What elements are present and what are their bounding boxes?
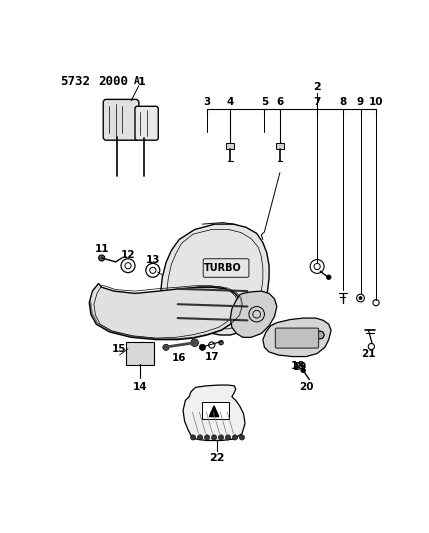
Circle shape xyxy=(190,435,196,440)
Circle shape xyxy=(199,344,205,350)
Circle shape xyxy=(197,435,203,440)
Circle shape xyxy=(316,331,324,339)
Text: 3: 3 xyxy=(203,98,211,108)
Text: 4: 4 xyxy=(227,98,234,108)
Circle shape xyxy=(99,255,105,261)
Circle shape xyxy=(278,335,285,343)
Text: 2: 2 xyxy=(313,82,321,92)
Circle shape xyxy=(326,275,331,280)
Circle shape xyxy=(211,435,217,440)
Text: 21: 21 xyxy=(361,349,375,359)
Circle shape xyxy=(239,435,245,440)
Text: 14: 14 xyxy=(132,382,147,392)
Text: 17: 17 xyxy=(205,352,220,361)
Polygon shape xyxy=(183,385,245,440)
Circle shape xyxy=(163,344,169,350)
Circle shape xyxy=(359,296,362,300)
Text: 22: 22 xyxy=(209,453,225,463)
FancyBboxPatch shape xyxy=(276,143,284,149)
Text: 9: 9 xyxy=(357,98,364,108)
Text: 15: 15 xyxy=(112,344,127,354)
Circle shape xyxy=(219,341,224,345)
Text: 2000: 2000 xyxy=(99,75,129,88)
Circle shape xyxy=(232,435,238,440)
Text: 19: 19 xyxy=(293,362,307,373)
Text: 5732: 5732 xyxy=(60,75,90,88)
Polygon shape xyxy=(89,284,241,340)
Text: 7: 7 xyxy=(314,98,321,108)
Circle shape xyxy=(204,435,210,440)
Text: 1: 1 xyxy=(138,77,146,87)
Circle shape xyxy=(225,435,231,440)
Text: 20: 20 xyxy=(299,382,314,392)
Text: 6: 6 xyxy=(276,98,284,108)
Polygon shape xyxy=(230,291,277,337)
Text: 16: 16 xyxy=(172,353,187,363)
Text: 8: 8 xyxy=(339,98,346,108)
Text: 10: 10 xyxy=(369,98,383,108)
Polygon shape xyxy=(209,406,219,417)
Text: 12: 12 xyxy=(121,250,135,260)
FancyBboxPatch shape xyxy=(275,328,319,348)
Text: 11: 11 xyxy=(94,244,109,254)
Circle shape xyxy=(292,334,299,341)
Text: A: A xyxy=(133,76,139,86)
Circle shape xyxy=(218,435,224,440)
Polygon shape xyxy=(263,318,331,357)
Circle shape xyxy=(191,339,199,346)
Circle shape xyxy=(305,334,313,342)
Text: TURBO: TURBO xyxy=(204,263,242,273)
Text: 18: 18 xyxy=(290,361,305,371)
FancyBboxPatch shape xyxy=(202,402,229,419)
Text: 13: 13 xyxy=(145,255,160,264)
FancyBboxPatch shape xyxy=(103,99,139,140)
FancyBboxPatch shape xyxy=(135,106,158,140)
Text: 5: 5 xyxy=(261,98,268,108)
Polygon shape xyxy=(160,224,269,335)
Circle shape xyxy=(301,368,305,373)
FancyBboxPatch shape xyxy=(227,143,234,149)
FancyBboxPatch shape xyxy=(126,342,154,365)
